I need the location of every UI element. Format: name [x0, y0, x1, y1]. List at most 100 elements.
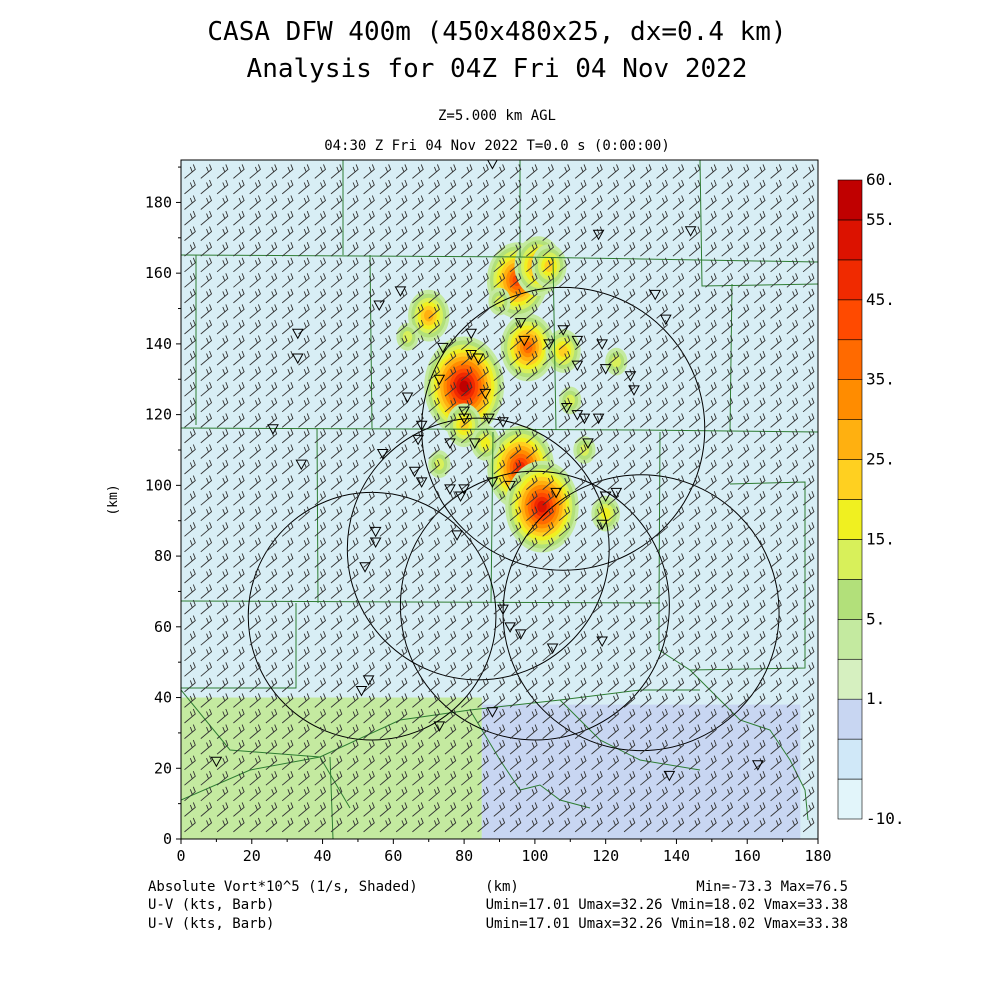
wind-barb: [412, 739, 424, 755]
wind-barb: [363, 631, 375, 646]
wind-barb: [754, 817, 766, 833]
station-marker: [458, 406, 470, 418]
wind-barb: [754, 397, 766, 413]
wind-barb: [542, 615, 554, 630]
wind-barb: [705, 210, 717, 226]
wind-barb: [802, 164, 815, 179]
wind-barb: [477, 335, 489, 350]
wind-barb: [363, 195, 375, 210]
colorbar-label: 15.: [866, 529, 895, 548]
wind-barb: [802, 335, 815, 350]
wind-barb: [314, 677, 327, 693]
wind-barb: [298, 724, 310, 739]
wind-barb: [347, 319, 359, 335]
station-marker: [458, 484, 470, 495]
wind-barb: [200, 242, 213, 257]
wind-barb: [363, 382, 375, 397]
wind-barb: [558, 288, 571, 304]
wind-barb: [314, 288, 327, 304]
wind-barb: [607, 428, 620, 444]
wind-barb: [281, 304, 294, 319]
wind-barb: [754, 506, 766, 522]
wind-barb: [574, 662, 587, 677]
wind-barb: [607, 288, 620, 304]
wind-barb: [395, 257, 408, 273]
wind-barb: [672, 210, 685, 226]
wind-barb: [672, 802, 685, 817]
wind-barb: [607, 599, 620, 615]
wind-barb: [542, 304, 554, 319]
wind-barb: [363, 366, 375, 382]
station-marker: [355, 685, 368, 697]
wind-barb: [558, 242, 571, 257]
wind-barb: [428, 164, 440, 179]
wind-barb: [526, 491, 538, 506]
wind-barb: [786, 304, 799, 319]
wind-barb: [184, 491, 196, 506]
wind-barb: [461, 397, 473, 413]
wind-barb: [428, 335, 440, 350]
y-tick-label: 80: [154, 547, 172, 565]
wind-barb: [672, 397, 685, 413]
wind-barb: [444, 257, 457, 273]
wind-barb: [574, 599, 587, 615]
wind-barb: [265, 553, 278, 568]
wind-barb: [786, 677, 799, 693]
wind-barb: [428, 319, 440, 335]
wind-barb: [347, 335, 359, 350]
wind-barb: [509, 491, 522, 506]
wind-barb: [330, 724, 343, 739]
wind-barb: [640, 568, 652, 584]
wind-barb: [477, 724, 489, 739]
wind-barb: [754, 553, 766, 568]
wind-barb: [558, 444, 571, 459]
wind-barb: [754, 646, 766, 662]
wind-barb: [298, 257, 310, 273]
wind-barb: [412, 522, 424, 537]
wind-barb: [688, 677, 701, 693]
wind-barb: [526, 817, 538, 833]
colorbar-label: 5.: [866, 609, 885, 628]
wind-barb: [770, 522, 782, 537]
wind-barb: [721, 584, 734, 599]
wind-barb: [542, 553, 554, 568]
wind-barb: [412, 257, 424, 273]
wind-barb: [754, 179, 766, 195]
wind-barb: [737, 522, 750, 537]
station-marker: [373, 300, 386, 312]
wind-barb: [477, 615, 489, 630]
wind-barb: [298, 382, 310, 397]
county-line: [689, 481, 806, 671]
wind-barb: [281, 506, 294, 522]
wind-barb: [802, 553, 815, 568]
wind-barb: [265, 662, 278, 677]
wind-barb: [558, 179, 571, 195]
wind-barb: [770, 164, 782, 179]
wind-barb: [412, 802, 424, 817]
wind-barb: [623, 755, 636, 771]
wind-barb: [688, 335, 701, 350]
wind-barb: [493, 802, 506, 817]
wind-barb: [477, 739, 489, 755]
wind-barb: [233, 755, 245, 771]
wind-barb: [216, 786, 229, 802]
wind-barb: [200, 522, 213, 537]
wind-barb: [607, 786, 620, 802]
wind-barb: [721, 366, 734, 382]
wind-barb: [509, 817, 522, 833]
wind-barb: [623, 491, 636, 506]
wind-barb: [347, 366, 359, 382]
wind-barb: [347, 397, 359, 413]
wind-barb: [281, 584, 294, 599]
wind-barb: [558, 677, 571, 693]
wind-barb: [705, 350, 717, 366]
wind-barb: [558, 537, 571, 553]
wind-barb: [526, 615, 538, 630]
wind-barb: [607, 273, 620, 288]
wind-barb: [200, 708, 213, 724]
wind-barb: [770, 288, 782, 304]
wind-barb: [770, 646, 782, 662]
wind-barb: [265, 506, 278, 522]
wind-barb: [216, 693, 229, 708]
wind-barb: [428, 708, 440, 724]
